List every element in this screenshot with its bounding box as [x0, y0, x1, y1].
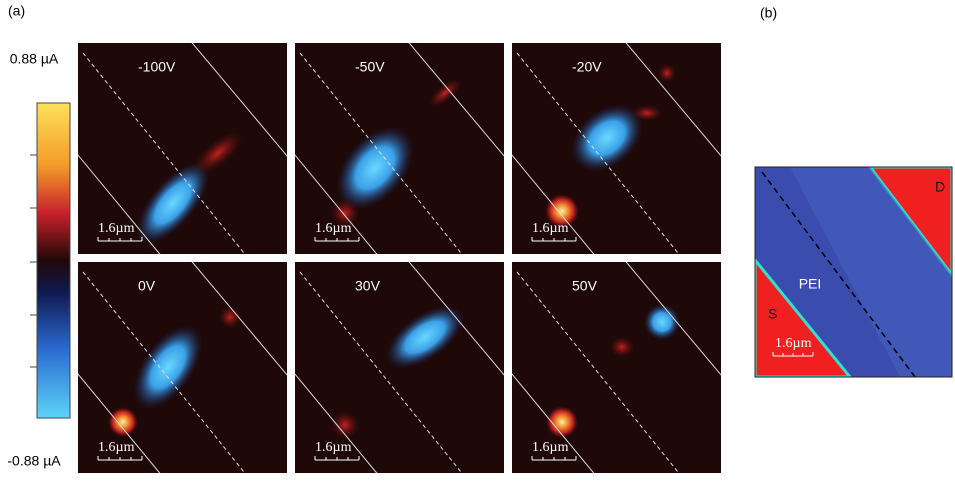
- voltage-label: -20V: [572, 59, 602, 75]
- image-panel: -100V 1.6µm: [68, 38, 293, 258]
- current-spot: [644, 304, 680, 340]
- voltage-label: 0V: [138, 278, 156, 294]
- image-panel: 0V 1.6µm: [68, 257, 293, 477]
- voltage-label: 50V: [572, 278, 598, 294]
- current-spot: [546, 406, 578, 438]
- colorbar: [37, 103, 70, 418]
- colorbar-min: -0.88 µA: [7, 453, 61, 469]
- image-panel: -50V 1.6µm: [285, 38, 510, 258]
- scale-bar-label: 1.6µm: [775, 336, 812, 351]
- panel-label: (b): [760, 5, 777, 21]
- source-label: S: [768, 306, 777, 322]
- current-spot: [219, 306, 241, 328]
- voltage-label: -100V: [138, 59, 176, 75]
- scale-bar-label: 1.6µm: [98, 440, 135, 455]
- scale-bar-label: 1.6µm: [532, 440, 569, 455]
- image-panel: 50V 1.6µm: [502, 257, 727, 477]
- image-panel: 30V 1.6µm: [285, 257, 510, 477]
- material-label: PEI: [799, 276, 822, 292]
- current-spot: [108, 407, 138, 437]
- scale-bar-label: 1.6µm: [315, 221, 352, 236]
- current-spot: [610, 337, 634, 357]
- scale-bar-label: 1.6µm: [532, 221, 569, 236]
- panel-label: (a): [8, 3, 25, 19]
- voltage-label: 30V: [355, 278, 381, 294]
- voltage-label: -50V: [355, 59, 385, 75]
- colorbar-max: 0.88 µA: [10, 51, 59, 67]
- current-spot: [658, 64, 676, 82]
- scale-bar-label: 1.6µm: [315, 440, 352, 455]
- figure: (a) (b) 0.88 µA -0.88 µA -100V 1.6µm -50V 1…: [0, 0, 955, 479]
- drain-label: D: [935, 179, 945, 195]
- image-panel: -20V 1.6µm: [502, 38, 727, 258]
- current-spot: [632, 105, 662, 121]
- scale-bar-label: 1.6µm: [98, 221, 135, 236]
- colorbar-ticks: [30, 155, 37, 367]
